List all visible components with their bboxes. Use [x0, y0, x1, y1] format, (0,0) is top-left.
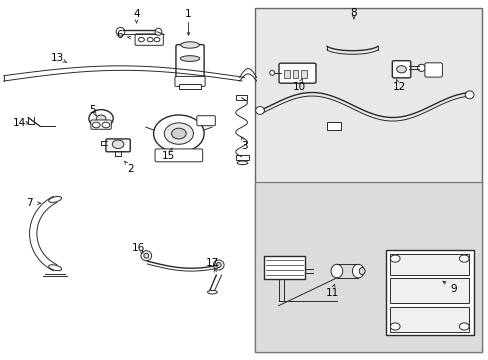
Circle shape — [396, 66, 406, 73]
FancyBboxPatch shape — [106, 139, 130, 152]
Text: 1: 1 — [185, 9, 191, 19]
Bar — [292, 69, 298, 78]
Circle shape — [458, 323, 468, 330]
Text: 16: 16 — [132, 243, 145, 253]
Text: 10: 10 — [292, 82, 305, 92]
Bar — [385, 249, 473, 336]
Circle shape — [389, 323, 399, 330]
FancyBboxPatch shape — [264, 256, 305, 279]
Circle shape — [102, 122, 110, 128]
Circle shape — [153, 115, 203, 152]
Ellipse shape — [417, 64, 425, 71]
Text: 13: 13 — [51, 53, 64, 63]
Ellipse shape — [180, 56, 200, 62]
FancyBboxPatch shape — [179, 84, 201, 89]
Circle shape — [154, 37, 160, 42]
Bar — [284, 69, 289, 78]
Ellipse shape — [269, 70, 274, 75]
Circle shape — [96, 115, 106, 122]
Bar — [255, 182, 481, 352]
Bar — [301, 69, 306, 78]
Ellipse shape — [181, 42, 199, 48]
Circle shape — [171, 128, 186, 139]
Ellipse shape — [216, 262, 221, 267]
Bar — [326, 122, 340, 130]
Ellipse shape — [359, 267, 365, 275]
Text: 12: 12 — [392, 82, 405, 92]
FancyBboxPatch shape — [176, 45, 203, 81]
Circle shape — [389, 255, 399, 262]
Ellipse shape — [330, 264, 342, 278]
FancyBboxPatch shape — [175, 76, 204, 86]
Text: 3: 3 — [241, 141, 247, 151]
Text: 9: 9 — [449, 284, 456, 294]
Circle shape — [89, 110, 113, 127]
Bar — [235, 95, 247, 100]
Circle shape — [138, 37, 144, 42]
FancyBboxPatch shape — [279, 63, 315, 83]
FancyBboxPatch shape — [197, 116, 215, 126]
Text: 4: 4 — [133, 9, 140, 19]
Circle shape — [164, 123, 193, 144]
Bar — [389, 307, 468, 332]
Bar — [235, 155, 249, 160]
Ellipse shape — [237, 161, 247, 165]
Text: 6: 6 — [116, 30, 122, 40]
Text: 17: 17 — [206, 258, 219, 268]
Circle shape — [112, 140, 123, 149]
Circle shape — [147, 37, 153, 42]
Ellipse shape — [116, 27, 124, 36]
Bar — [389, 254, 468, 275]
FancyBboxPatch shape — [135, 34, 163, 45]
Text: 11: 11 — [325, 288, 338, 297]
Bar — [389, 278, 468, 303]
Ellipse shape — [255, 107, 264, 114]
Text: 5: 5 — [89, 105, 96, 115]
Ellipse shape — [213, 260, 224, 270]
Ellipse shape — [49, 265, 61, 271]
Text: 15: 15 — [161, 151, 174, 161]
Bar — [255, 8, 481, 352]
Text: 14: 14 — [13, 118, 26, 128]
Text: 7: 7 — [26, 198, 33, 208]
Ellipse shape — [464, 91, 473, 99]
FancyBboxPatch shape — [91, 120, 111, 129]
Ellipse shape — [155, 28, 162, 35]
Text: 2: 2 — [127, 164, 133, 174]
Ellipse shape — [49, 197, 61, 202]
FancyBboxPatch shape — [391, 61, 410, 78]
FancyBboxPatch shape — [155, 149, 202, 162]
Ellipse shape — [352, 264, 364, 278]
Ellipse shape — [141, 251, 151, 261]
Ellipse shape — [207, 291, 217, 294]
Circle shape — [458, 255, 468, 262]
Text: 8: 8 — [350, 8, 356, 18]
FancyBboxPatch shape — [424, 63, 442, 77]
Ellipse shape — [143, 253, 148, 258]
Circle shape — [92, 122, 100, 128]
